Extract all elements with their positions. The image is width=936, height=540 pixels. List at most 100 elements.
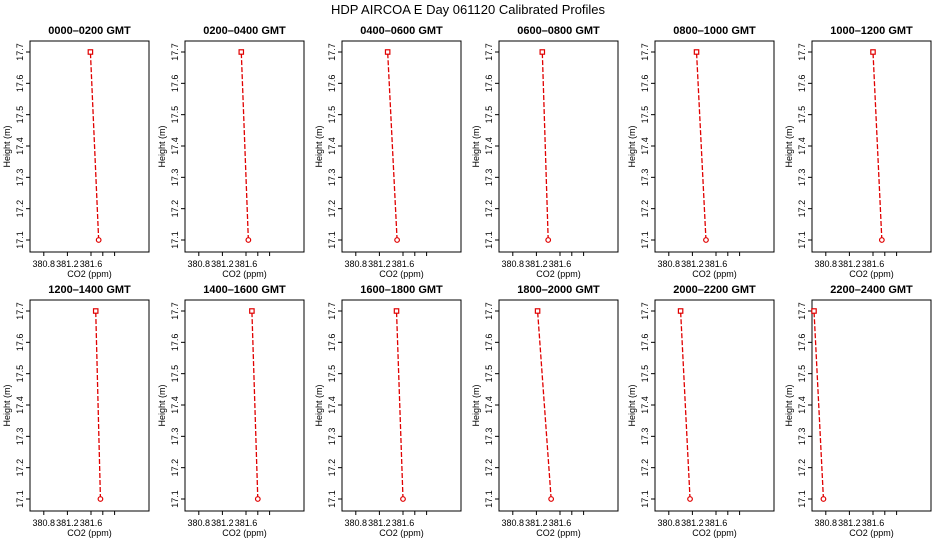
y-tick-label: 17.6: [484, 334, 494, 352]
x-tick-label: 380.8: [33, 259, 56, 269]
y-tick-label: 17.7: [15, 43, 25, 61]
y-tick-label: 17.1: [640, 231, 650, 249]
y-tick-label: 17.5: [484, 106, 494, 124]
x-tick-label: 381.6: [549, 518, 572, 528]
y-axis-label: Height (m): [627, 384, 637, 426]
x-axis-label: CO2 (ppm): [692, 528, 737, 538]
y-tick-label: 17.6: [170, 75, 180, 93]
y-tick-label: 17.2: [15, 200, 25, 218]
y-tick-label: 17.1: [170, 490, 180, 508]
y-axis-label: Height (m): [314, 125, 324, 167]
axes-frame: [29, 299, 150, 512]
y-tick-label: 17.4: [15, 137, 25, 155]
x-axis-label: CO2 (ppm): [379, 528, 424, 538]
y-tick-label: 17.5: [484, 365, 494, 383]
y-tick-label: 17.1: [797, 490, 807, 508]
x-tick-label: 381.2: [525, 259, 548, 269]
y-tick-label: 17.2: [15, 459, 25, 477]
y-tick-label: 17.7: [327, 302, 337, 320]
data-point-marker: [703, 237, 709, 243]
y-axis-label: Height (m): [471, 384, 481, 426]
data-point-marker: [539, 49, 546, 55]
y-tick-label: 17.1: [327, 231, 337, 249]
y-axis-label: Height (m): [157, 384, 167, 426]
y-tick-label: 17.3: [15, 428, 25, 446]
x-tick-label: 381.2: [211, 518, 234, 528]
y-tick-label: 17.6: [797, 75, 807, 93]
x-axis-label: CO2 (ppm): [692, 269, 737, 279]
x-tick-label: 381.2: [838, 518, 861, 528]
y-tick-label: 17.3: [484, 428, 494, 446]
x-axis-label: CO2 (ppm): [67, 269, 112, 279]
data-point-marker: [545, 237, 552, 243]
data-point-marker: [384, 49, 391, 55]
y-tick-label: 17.1: [327, 490, 337, 508]
y-tick-label: 17.7: [484, 302, 494, 320]
y-tick-label: 17.6: [327, 75, 337, 93]
data-point-marker: [249, 308, 255, 314]
data-point-marker: [811, 308, 817, 314]
x-tick-label: 381.6: [235, 518, 258, 528]
y-tick-label: 17.1: [170, 231, 180, 249]
x-tick-label: 380.8: [502, 259, 525, 269]
panel-title: 1400–1600 GMT: [203, 284, 286, 296]
y-tick-label: 17.1: [484, 490, 494, 508]
x-tick-label: 380.8: [33, 518, 56, 528]
x-axis-label: CO2 (ppm): [222, 269, 267, 279]
y-tick-label: 17.3: [170, 169, 180, 187]
y-axis-label: Height (m): [784, 125, 794, 167]
y-tick-label: 17.7: [797, 302, 807, 320]
y-tick-label: 17.5: [640, 365, 650, 383]
y-tick-label: 17.6: [640, 334, 650, 352]
y-tick-label: 17.6: [15, 75, 25, 93]
y-tick-label: 17.2: [484, 200, 494, 218]
x-tick-label: 380.8: [658, 518, 681, 528]
x-tick-label: 381.6: [705, 518, 728, 528]
y-tick-label: 17.7: [640, 43, 650, 61]
data-point-marker: [820, 496, 827, 502]
x-tick-label: 381.2: [838, 259, 861, 269]
y-tick-label: 17.2: [327, 459, 337, 477]
y-tick-label: 17.3: [484, 169, 494, 187]
x-tick-label: 381.6: [80, 259, 103, 269]
profile-line: [95, 310, 102, 500]
data-point-marker: [534, 308, 541, 314]
y-axis-label: Height (m): [784, 384, 794, 426]
y-tick-label: 17.6: [640, 75, 650, 93]
y-tick-label: 17.5: [15, 106, 25, 124]
panel-title: 0400–0600 GMT: [360, 25, 443, 37]
axes-frame: [184, 299, 305, 512]
y-tick-label: 17.4: [640, 396, 650, 414]
x-axis-label: CO2 (ppm): [536, 528, 581, 538]
panel-title: 1200–1400 GMT: [48, 284, 131, 296]
profile-line: [813, 310, 825, 500]
x-tick-label: 381.6: [80, 518, 103, 528]
x-tick-label: 381.6: [705, 259, 728, 269]
x-tick-label: 381.2: [368, 518, 391, 528]
x-tick-label: 381.6: [235, 259, 258, 269]
x-tick-label: 381.2: [56, 518, 79, 528]
data-point-marker: [95, 237, 102, 243]
y-axis-label: Height (m): [2, 384, 12, 426]
x-tick-label: 381.6: [392, 259, 415, 269]
y-tick-label: 17.5: [170, 106, 180, 124]
y-tick-label: 17.6: [170, 334, 180, 352]
profile-line: [251, 310, 259, 500]
y-tick-label: 17.2: [797, 459, 807, 477]
data-point-marker: [870, 49, 876, 55]
figure-title: HDP AIRCOA E Day 061120 Calibrated Profi…: [331, 2, 606, 17]
x-axis-label: CO2 (ppm): [536, 269, 581, 279]
y-tick-label: 17.5: [640, 106, 650, 124]
x-tick-label: 380.8: [188, 518, 211, 528]
data-point-marker: [87, 49, 94, 55]
profile-line: [695, 51, 707, 241]
axes-frame: [341, 299, 462, 512]
y-axis-label: Height (m): [471, 125, 481, 167]
data-point-marker: [693, 49, 700, 55]
y-tick-label: 17.4: [170, 396, 180, 414]
y-tick-label: 17.5: [797, 106, 807, 124]
